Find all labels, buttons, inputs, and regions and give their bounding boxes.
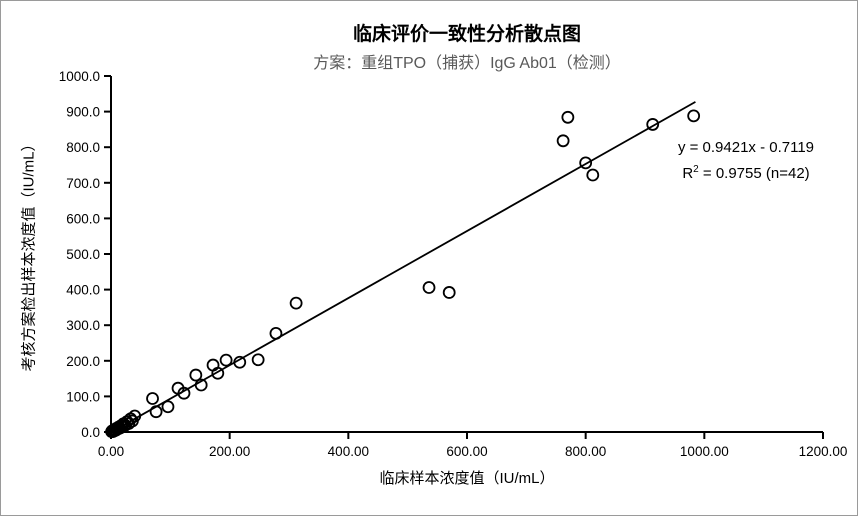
data-point bbox=[161, 400, 175, 414]
y-tick-label: 900.0 bbox=[66, 105, 100, 120]
data-point bbox=[206, 358, 220, 372]
data-point bbox=[211, 366, 225, 380]
r-squared-line: R2 = 0.9755 (n=42) bbox=[682, 163, 810, 182]
data-point bbox=[556, 134, 570, 148]
x-tick-label: 400.00 bbox=[328, 444, 369, 459]
x-axis-title: 临床样本浓度值（IU/mL） bbox=[379, 470, 555, 487]
data-point bbox=[219, 353, 233, 367]
data-point bbox=[269, 326, 283, 340]
data-point bbox=[646, 118, 660, 131]
data-point bbox=[189, 368, 203, 382]
data-point bbox=[194, 378, 208, 392]
chart-subtitle: 方案：重组TPO（捕获）IgG Ab01（检测） bbox=[313, 55, 621, 72]
y-tick-label: 700.0 bbox=[66, 176, 100, 191]
trendline-equation: y = 0.9421x - 0.7119 R2 = 0.9755 (n=42) bbox=[653, 135, 839, 186]
data-point bbox=[149, 405, 163, 419]
x-tick-label: 600.00 bbox=[446, 444, 487, 459]
equation-line: y = 0.9421x - 0.7119 bbox=[677, 139, 815, 156]
data-point bbox=[442, 286, 456, 299]
data-point bbox=[422, 281, 436, 294]
data-point bbox=[146, 392, 159, 405]
x-tick-label: 800.00 bbox=[565, 444, 606, 459]
x-tick-label: 200.00 bbox=[209, 444, 250, 459]
x-tick-label: 0.00 bbox=[98, 444, 124, 459]
y-tick-label: 100.0 bbox=[66, 389, 100, 404]
trend-line bbox=[111, 101, 696, 433]
y-tick-label: 500.0 bbox=[66, 247, 100, 262]
y-tick-label: 0.0 bbox=[81, 425, 100, 440]
y-tick-label: 800.0 bbox=[66, 140, 100, 155]
y-tick-label: 300.0 bbox=[66, 318, 100, 333]
data-point bbox=[586, 168, 600, 182]
data-point bbox=[128, 409, 142, 423]
x-tick-label: 1200.00 bbox=[799, 444, 848, 459]
data-point bbox=[579, 156, 593, 170]
y-tick-label: 200.0 bbox=[66, 354, 100, 369]
data-point bbox=[561, 110, 575, 124]
data-point bbox=[289, 296, 303, 310]
data-point bbox=[687, 109, 701, 123]
y-axis-title: 考核方案检出样本浓度值（IU/mL） bbox=[20, 136, 38, 372]
y-tick-label: 1000.0 bbox=[59, 69, 100, 84]
y-tick-label: 600.0 bbox=[66, 211, 100, 226]
data-point bbox=[251, 353, 265, 367]
x-tick-label: 1000.00 bbox=[680, 444, 729, 459]
data-point bbox=[177, 386, 191, 400]
chart-title: 临床评价一致性分析散点图 bbox=[352, 24, 581, 45]
data-point bbox=[233, 355, 247, 369]
y-tick-label: 400.0 bbox=[66, 283, 100, 298]
